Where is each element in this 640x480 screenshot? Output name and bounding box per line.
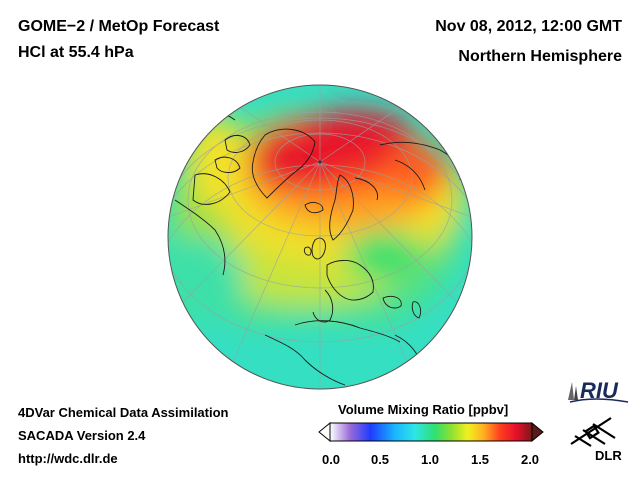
map-subtitle: HCl at 55.4 hPa — [18, 44, 134, 61]
colorbar-max-arrow — [531, 421, 544, 443]
dlr-logo-text: DLR — [595, 448, 622, 463]
north-pole-marker — [318, 160, 322, 164]
colorbar-tick: 2.0 — [520, 452, 540, 467]
coastlines — [174, 112, 462, 386]
globe-map — [167, 84, 473, 390]
forecast-datetime: Nov 08, 2012, 12:00 GMT — [435, 18, 622, 35]
colorbar — [318, 421, 544, 443]
colorbar-tick: 0.0 — [321, 452, 341, 467]
colorbar-scale — [329, 422, 533, 442]
colorbar-tick: 1.0 — [420, 452, 440, 467]
region-label: Northern Hemisphere — [458, 48, 622, 65]
riu-logo: RIU — [568, 378, 629, 403]
dlr-logo — [570, 417, 616, 447]
map-title: GOME−2 / MetOp Forecast — [18, 18, 220, 35]
colorbar-tick: 1.5 — [470, 452, 490, 467]
footer-version: SACADA Version 2.4 — [18, 428, 146, 443]
footer-url: http://wdc.dlr.de — [18, 451, 118, 466]
globe-outline — [167, 84, 473, 390]
colorbar-tick: 0.5 — [370, 452, 390, 467]
colorbar-title: Volume Mixing Ratio [ppbv] — [338, 402, 509, 417]
footer-method: 4DVar Chemical Data Assimilation — [18, 405, 229, 420]
colorbar-min-arrow — [318, 421, 331, 443]
hcl-field — [168, 85, 472, 389]
graticule — [168, 85, 472, 389]
